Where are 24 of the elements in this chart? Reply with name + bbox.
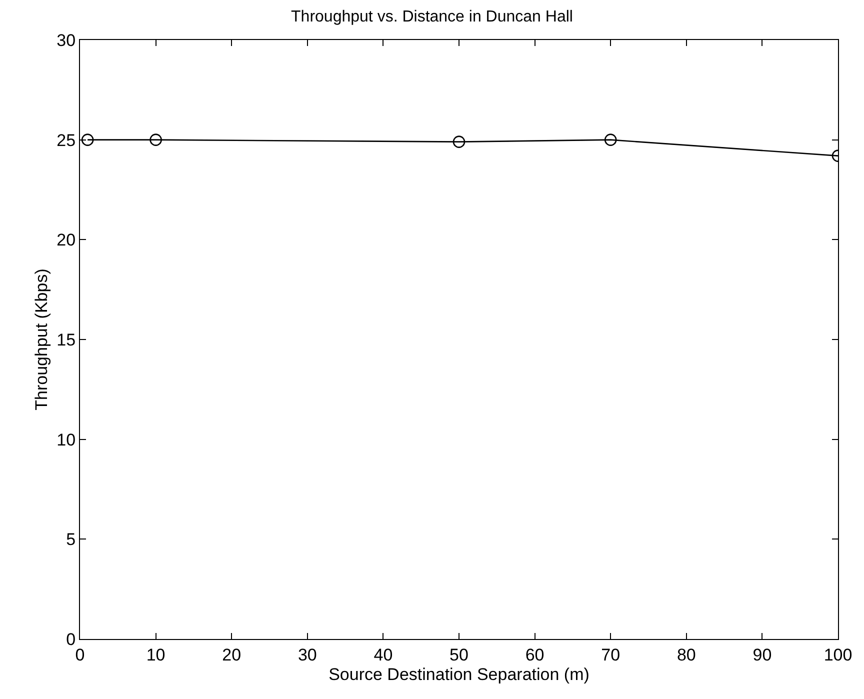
y-tick-label: 0 — [66, 630, 76, 649]
x-tick-label: 90 — [752, 645, 772, 664]
y-tick-label: 5 — [66, 530, 76, 550]
point — [81, 134, 94, 146]
x-tick-label: 40 — [374, 645, 393, 664]
x-tick-label: 50 — [450, 645, 468, 664]
point — [150, 134, 162, 146]
x-axis-title: Source Destination Separation (m) — [328, 664, 590, 684]
x-tick-label: 30 — [298, 645, 317, 664]
x-tick-label: 80 — [676, 645, 696, 664]
x-tick-label: 60 — [525, 645, 544, 664]
point — [604, 134, 617, 146]
y-tick-label: 30 — [56, 30, 76, 50]
point — [452, 136, 466, 148]
y-tick-label: 20 — [56, 230, 76, 250]
x-tick-label: 10 — [146, 645, 166, 664]
y-tick-label: 10 — [56, 430, 76, 450]
y-tick-label: 25 — [56, 130, 76, 150]
x-tick-label: 20 — [222, 645, 242, 664]
x-tick-label: 100 — [824, 645, 852, 664]
x-tick-label: 70 — [601, 645, 620, 664]
y-tick-label: 15 — [56, 330, 76, 350]
y-axis-title: Throughput (Kbps) — [32, 268, 52, 410]
chart-title: Throughput vs. Distance in Duncan Hall — [291, 8, 573, 26]
